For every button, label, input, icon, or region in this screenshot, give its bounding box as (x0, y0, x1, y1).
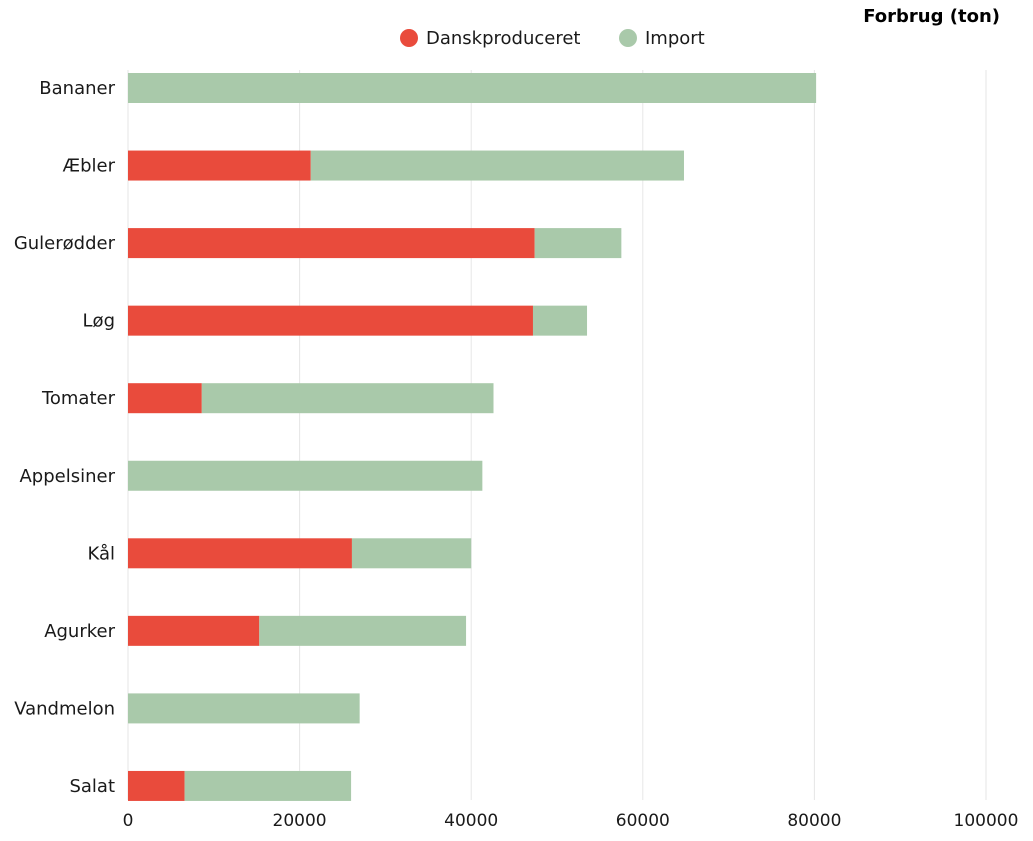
x-tick-label-40000: 40000 (444, 811, 498, 831)
bar-loeg-danskproduceret[interactable] (128, 305, 533, 336)
gridlines (127, 70, 987, 800)
category-label-agurker: Agurker (44, 621, 115, 642)
bar-aebler-danskproduceret[interactable] (128, 150, 311, 181)
x-axis-ticks: 0 20000 40000 60000 80000 100000 (123, 811, 1019, 831)
category-label-loeg: Løg (83, 311, 115, 332)
category-label-guleroedder: Gulerødder (14, 233, 116, 254)
bar-kaal-import[interactable] (351, 538, 472, 569)
bar-tomater-danskproduceret[interactable] (128, 383, 202, 414)
category-label-kaal: Kål (87, 543, 115, 564)
x-tick-label-20000: 20000 (273, 811, 327, 831)
bars (128, 73, 817, 801)
bar-tomater-import[interactable] (201, 383, 494, 414)
bar-salat-danskproduceret[interactable] (128, 770, 185, 801)
unit-label: Forbrug (ton) (863, 6, 1000, 27)
bar-loeg-import[interactable] (532, 305, 588, 336)
bar-guleroedder-danskproduceret[interactable] (128, 228, 535, 259)
category-labels: Bananer Æbler Gulerødder Løg Tomater Appelsin… (14, 78, 116, 797)
category-label-appelsiner: Appelsiner (19, 466, 115, 487)
legend-label-danskproduceret: Danskproduceret (426, 28, 581, 49)
bar-vandmelon-import[interactable] (128, 693, 360, 724)
bar-kaal-danskproduceret[interactable] (128, 538, 352, 569)
x-tick-label-80000: 80000 (787, 811, 841, 831)
bar-agurker-danskproduceret[interactable] (128, 615, 260, 646)
bar-aebler-import[interactable] (310, 150, 684, 181)
x-tick-label-100000: 100000 (954, 811, 1019, 831)
bar-bananer-import[interactable] (128, 73, 817, 103)
bar-guleroedder-import[interactable] (534, 228, 622, 259)
category-label-salat: Salat (69, 776, 115, 797)
bar-salat-import[interactable] (184, 770, 352, 801)
bar-appelsiner-import[interactable] (128, 460, 483, 491)
legend-label-import: Import (645, 28, 705, 49)
category-label-vandmelon: Vandmelon (14, 698, 115, 719)
legend-swatch-import (619, 29, 637, 47)
legend-swatch-danskproduceret (400, 29, 418, 47)
category-label-bananer: Bananer (39, 78, 115, 99)
category-label-tomater: Tomater (41, 388, 116, 409)
category-label-aebler: Æbler (63, 156, 116, 177)
bar-agurker-import[interactable] (259, 615, 467, 646)
x-tick-label-0: 0 (123, 811, 134, 831)
x-tick-label-60000: 60000 (616, 811, 670, 831)
legend: Danskproduceret Import (400, 28, 705, 49)
